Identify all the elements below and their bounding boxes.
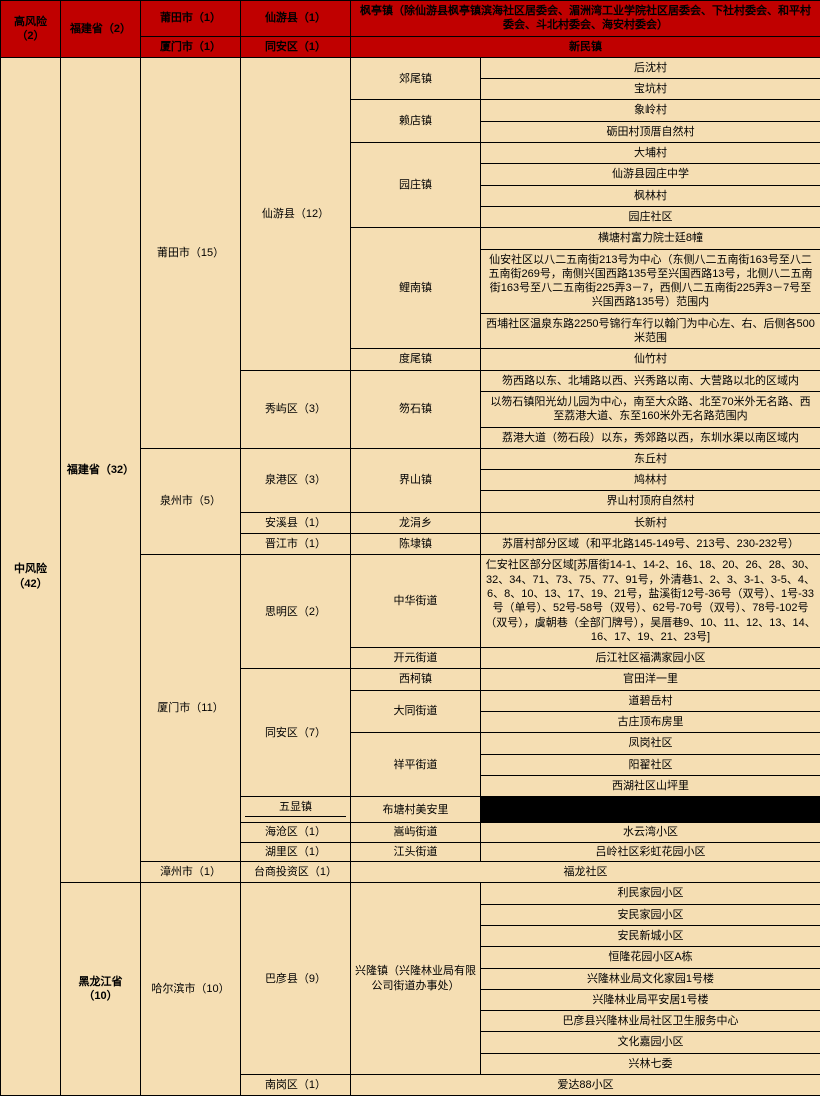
quanzhou-city: 泉州市（5） [141,448,241,554]
nangang-county: 南岗区（1） [241,1075,351,1096]
xinglong-v8: 文化嘉园小区 [481,1032,820,1053]
sushi-v1: 笏西路以东、北埔路以西、兴秀路以南、大营路以北的区域内 [481,370,820,391]
xinglong-v3: 安民新城小区 [481,925,820,946]
huli-v1: 吕岭社区彩虹花园小区 [481,843,820,861]
zhangzhou-v1: 福龙社区 [351,862,820,883]
high-row2-detail: 新民镇 [351,36,820,57]
zhangzhou-city: 漳州市（1） [141,862,241,883]
laidian-town: 赖店镇 [351,100,481,143]
anxi-v1: 长新村 [481,512,820,533]
datong-v1: 道碧岳村 [481,690,820,711]
quangang-v1: 东丘村 [481,448,820,469]
yuanzhuang-v2: 仙游县园庄中学 [481,164,820,185]
jinjiang-county: 晋江市（1） [241,534,351,555]
hlj-province: 黑龙江省（10） [61,883,141,1096]
xinglong-v9: 兴林七委 [481,1053,820,1074]
yuanzhuang-v1: 大埔村 [481,143,820,164]
xinglong-v5: 兴隆林业局文化家园1号楼 [481,968,820,989]
xike-town: 西柯镇 [351,669,481,690]
high-row2-city: 厦门市（1） [141,36,241,57]
sushi-town: 笏石镇 [351,370,481,448]
datong-town: 大同街道 [351,690,481,733]
putian-city: 莆田市（15） [141,57,241,448]
duwei-town: 度尾镇 [351,349,481,370]
yuanzhuang-town: 园庄镇 [351,143,481,228]
haicang-huli-county-cell: 海沧区（1） 湖里区（1） [241,823,351,862]
fj-province: 福建省（32） [61,57,141,882]
xike-v1: 官田洋一里 [481,669,820,690]
tongan-county: 同安区（7） [241,669,351,797]
xinglong-v1: 利民家园小区 [481,883,820,904]
xinglong-v2: 安民家园小区 [481,904,820,925]
high-fj-province: 福建省（2） [61,1,141,58]
xiangping-v3: 西湖社区山坪里 [481,775,820,796]
haicang-huli-town-cell: 嵩屿街道 江头街道 [351,823,481,862]
haicang-v1: 水云湾小区 [481,823,820,842]
quangang-v3: 界山村顶府自然村 [481,491,820,512]
harbin-city: 哈尔滨市（10） [141,883,241,1096]
med-risk-label: 中风险（42） [1,57,61,1095]
anxi-county: 安溪县（1） [241,512,351,533]
duwei-v1: 仙竹村 [481,349,820,370]
wuxian-v1: 布塘村美安里 [351,797,481,823]
nangang-v1: 爱达88小区 [351,1075,820,1096]
jiaowei-v2: 宝坑村 [481,79,820,100]
kaiyuan-town: 开元街道 [351,648,481,669]
jinjiang-town: 陈埭镇 [351,534,481,555]
haicang-county: 海沧区（1） [241,823,350,842]
quangang-town: 界山镇 [351,448,481,512]
jinjiang-v1: 苏厝村部分区域（和平北路145-149号、213号、230-232号） [481,534,820,555]
kaiyuan-v1: 后江社区福满家园小区 [481,648,820,669]
haicang-town: 嵩屿街道 [351,823,480,842]
anxi-town: 龙涓乡 [351,512,481,533]
liannan-v2: 仙安社区以八二五南街213号为中心（东侧八二五南街163号至八二五南街269号，… [481,249,820,313]
xinglong-v7: 巴彦县兴隆林业局社区卫生服务中心 [481,1011,820,1032]
high-row1-detail: 枫亭镇（除仙游县枫亭镇滨海社区居委会、湄洲湾工业学院社区居委会、下社村委会、和平… [351,1,820,37]
zhonghua-town: 中华街道 [351,555,481,648]
siming-county: 思明区（2） [241,555,351,669]
high-row1-city: 莆田市（1） [141,1,241,37]
yuanzhuang-v4: 园庄社区 [481,206,820,227]
huli-county: 湖里区（1） [241,843,350,861]
xiangping-town: 祥平街道 [351,733,481,797]
high-row2-county: 同安区（1） [241,36,351,57]
jiaowei-town: 郊尾镇 [351,57,481,100]
high-risk-label: 高风险（2） [1,1,61,58]
xiamen-city: 厦门市（11） [141,555,241,862]
datong-v2: 古庄顶布房里 [481,711,820,732]
huli-town: 江头街道 [351,843,480,861]
quangang-v2: 鸠林村 [481,470,820,491]
xiangping-v2: 阳翟社区 [481,754,820,775]
jiaowei-v1: 后沈村 [481,57,820,78]
laidian-v2: 砺田村顶厝自然村 [481,121,820,142]
zhonghua-v1: 仁安社区部分区域[苏厝街14-1、14-2、16、18、20、26、28、30、… [481,555,820,648]
xiangping-v1: 凤岗社区 [481,733,820,754]
xinglong-v4: 恒隆花园小区A栋 [481,947,820,968]
high-row1-county: 仙游县（1） [241,1,351,37]
wuxian-town: 五显镇 [245,800,346,817]
bayan-county: 巴彦县（9） [241,883,351,1075]
liannan-v3: 西埔社区温泉东路2250号锦行车行以翰门为中心左、右、后侧各500米范围 [481,313,820,349]
xianyou-county: 仙游县（12） [241,57,351,370]
yuanzhuang-v3: 枫林村 [481,185,820,206]
sushi-v2: 以笏石镇阳光幼儿园为中心，南至大众路、北至70米外无名路、西至荔港大道、东至16… [481,391,820,427]
wuxian-town-cell: 五显镇 [241,797,351,823]
quangang-county: 泉港区（3） [241,448,351,512]
xiuyu-county: 秀屿区（3） [241,370,351,448]
zhangzhou-county: 台商投资区（1） [241,862,351,883]
laidian-v1: 象岭村 [481,100,820,121]
liannan-v1: 横塘村富力院士廷8幢 [481,228,820,249]
xinglong-town: 兴隆镇（兴隆林业局有限公司街道办事处） [351,883,481,1075]
sushi-v3: 荔港大道（笏石段）以东，秀郊路以西，东圳水渠以南区域内 [481,427,820,448]
haicang-huli-v-cell: 水云湾小区 吕岭社区彩虹花园小区 [481,823,820,862]
liannan-town: 鲤南镇 [351,228,481,349]
